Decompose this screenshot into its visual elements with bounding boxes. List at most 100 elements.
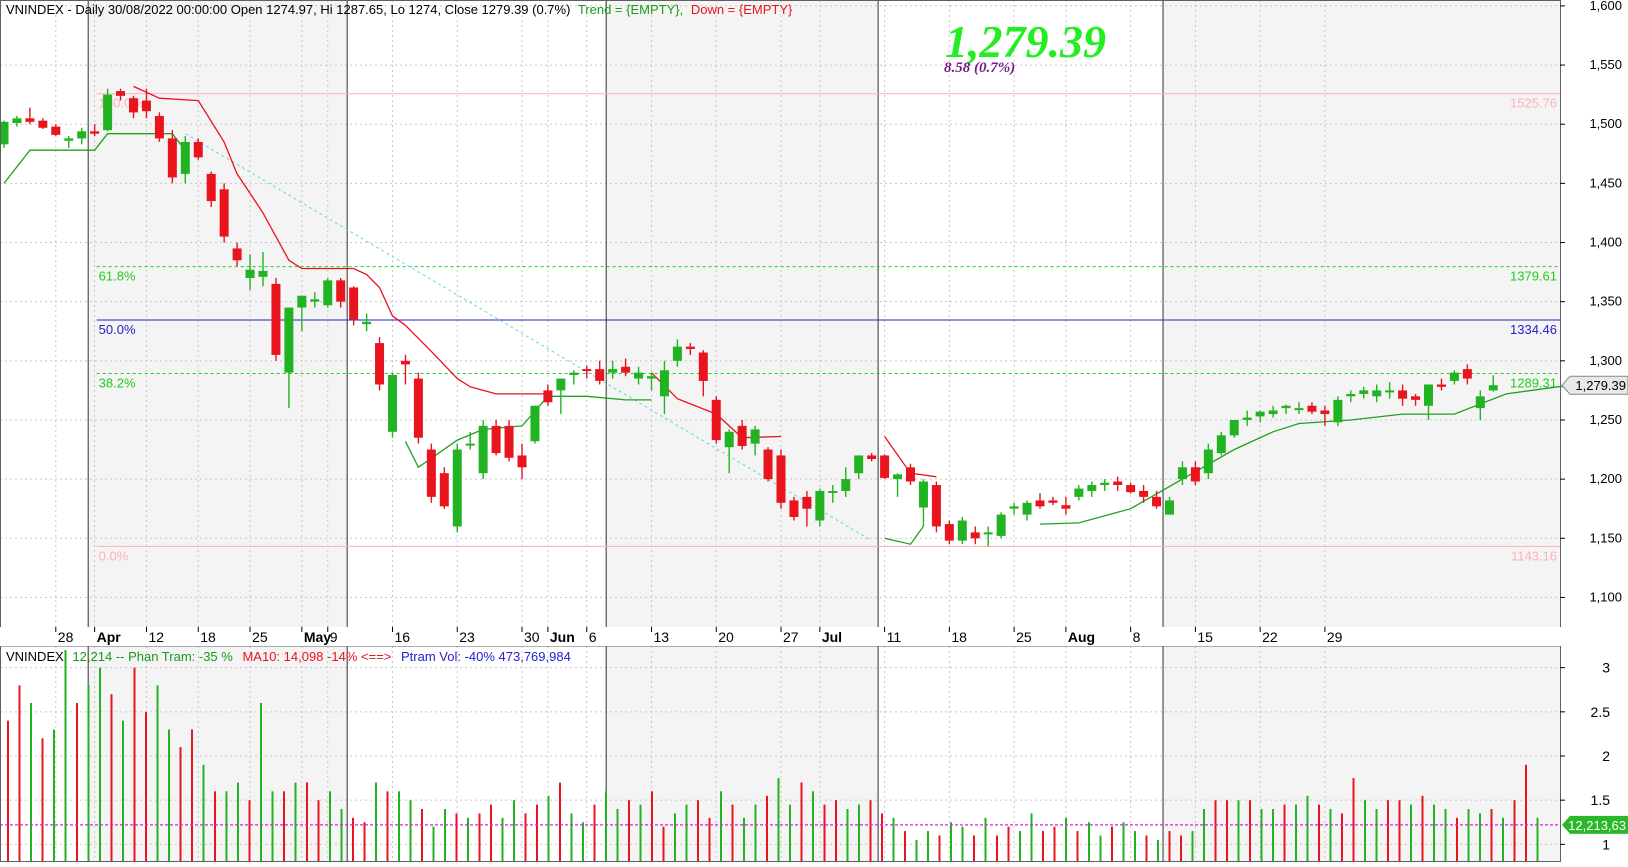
date-tick-label: May: [304, 629, 331, 645]
candle: [258, 251, 268, 287]
date-tick-label: Aug: [1068, 629, 1095, 645]
fib-percent-label: 50.0%: [99, 322, 136, 337]
candle: [1074, 485, 1084, 501]
candle: [530, 405, 540, 444]
candle-body: [465, 443, 475, 446]
candle: [918, 479, 928, 527]
date-tick-label: 22: [1262, 629, 1278, 645]
candle-body: [1475, 396, 1485, 409]
candle-body: [12, 118, 22, 124]
month-band: [606, 0, 879, 627]
candle: [931, 481, 941, 533]
volume-tick-label: 1.5: [1591, 792, 1611, 808]
candle: [750, 425, 760, 456]
candle-body: [439, 473, 449, 507]
candle-body: [815, 490, 825, 521]
trendline: [185, 133, 872, 542]
candle-body: [504, 425, 514, 458]
last-price-badge: [1561, 375, 1628, 395]
date-tick-label: 25: [252, 629, 268, 645]
candle: [77, 127, 87, 145]
candle: [957, 516, 967, 545]
candle-body: [1190, 467, 1200, 482]
candle-body: [996, 514, 1006, 536]
candle: [1022, 500, 1032, 521]
candle: [724, 429, 734, 474]
candle-body: [154, 115, 164, 139]
candle: [1359, 386, 1369, 399]
candle-body: [1035, 500, 1045, 507]
chart-summary: VNINDEX - Daily 30/08/2022 00:00:00 Open…: [6, 2, 570, 17]
candle-body: [310, 299, 320, 302]
candle-body: [375, 343, 385, 385]
candle: [841, 467, 851, 497]
volume-ma-text: MA10: 14,098 -14% <==>: [242, 649, 391, 664]
candle-body: [906, 467, 915, 482]
candle-body: [452, 449, 462, 527]
candle-body: [206, 173, 216, 202]
candle: [336, 278, 346, 308]
candle-body: [698, 352, 708, 381]
candle-body: [129, 98, 138, 113]
candle: [569, 370, 579, 385]
candle-body: [569, 372, 579, 376]
candle: [906, 463, 915, 486]
candle: [1462, 364, 1472, 385]
date-tick-label: 20: [718, 629, 734, 645]
date-tick-label: 12: [148, 629, 164, 645]
candle: [789, 496, 799, 521]
candle: [478, 419, 488, 480]
candle: [1242, 410, 1252, 426]
candle: [64, 136, 74, 148]
candle: [219, 183, 229, 243]
candle-body: [426, 449, 436, 497]
fib-value-label: 1379.61: [1510, 269, 1557, 284]
price-change-label: 8.58 (0.7%): [944, 60, 1015, 76]
candle-body: [271, 283, 281, 355]
candle-body: [1216, 435, 1226, 454]
candle: [1411, 393, 1421, 406]
candle-body: [931, 485, 941, 527]
candle: [1152, 490, 1162, 509]
candle-body: [789, 500, 799, 517]
price-tick-label: 1,450: [1589, 175, 1622, 190]
candle: [659, 360, 669, 415]
candlestick-series: [0, 88, 1498, 547]
grid-lines: [0, 0, 1560, 862]
candle: [180, 136, 190, 184]
candle-body: [530, 405, 540, 442]
candle-body: [336, 280, 346, 302]
volume-ma-badge: [1562, 815, 1628, 834]
candle: [1268, 405, 1278, 418]
date-tick-label: 25: [1016, 629, 1032, 645]
candle-body: [232, 248, 242, 261]
price-tick-label: 1,400: [1589, 235, 1622, 250]
candle: [0, 120, 9, 148]
candle: [1475, 390, 1485, 420]
big-price-label: 1,279.39: [945, 16, 1106, 67]
candle: [1449, 370, 1459, 385]
candle: [284, 307, 294, 409]
candle: [90, 124, 100, 137]
candle: [167, 130, 177, 184]
candle: [1488, 375, 1498, 392]
candle: [1320, 405, 1330, 426]
trend-label: Trend = {EMPTY},: [578, 2, 683, 17]
candle-body: [880, 455, 890, 478]
candle-body: [854, 455, 864, 474]
price-tick-label: 1,300: [1589, 353, 1622, 368]
candle-body: [957, 520, 967, 541]
candle: [439, 467, 449, 509]
volume-axis: 1 1.5 2 2.5 3 12,213,63: [1560, 660, 1628, 852]
candle-body: [388, 375, 397, 432]
candle: [763, 447, 773, 482]
candle-body: [1229, 419, 1239, 436]
date-tick-label: 30: [524, 629, 540, 645]
date-tick-label: 8: [1133, 629, 1141, 645]
candle-body: [77, 131, 87, 139]
candle: [232, 242, 242, 267]
candle: [1255, 410, 1265, 423]
date-tick-label: 27: [783, 629, 799, 645]
candle-body: [1436, 384, 1446, 387]
